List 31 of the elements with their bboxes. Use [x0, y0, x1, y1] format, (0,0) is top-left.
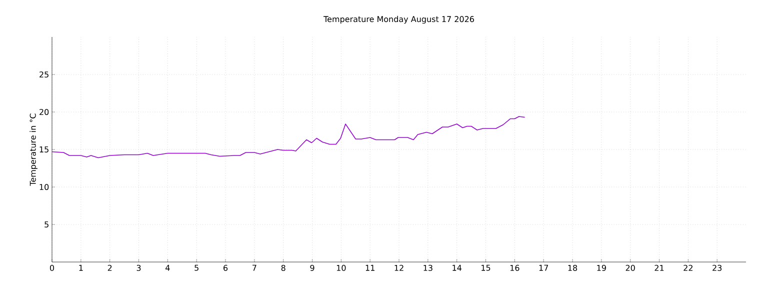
y-axis-title: Temperature in °C: [30, 114, 38, 186]
x-tick-label: 2: [108, 264, 112, 271]
x-tick-label: 12: [394, 264, 404, 271]
x-tick-label: 16: [510, 264, 520, 271]
chart-title: Temperature Monday August 17 2026: [323, 16, 474, 24]
x-tick-label: 11: [366, 264, 374, 271]
x-tick-label: 8: [281, 264, 286, 271]
y-tick-label: 20: [40, 108, 49, 116]
x-tick-label: 15: [482, 264, 490, 271]
x-tick-label: 5: [194, 264, 198, 271]
x-tick-label: 10: [336, 264, 346, 271]
x-tick-label: 1: [79, 264, 83, 271]
x-tick-label: 13: [424, 264, 432, 271]
x-tick-label: 14: [452, 264, 462, 271]
x-tick-label: 18: [568, 264, 578, 271]
x-tick-label: 21: [654, 264, 664, 271]
x-tick-label: 23: [712, 264, 722, 271]
x-tick-label: 3: [136, 264, 141, 271]
x-tick-label: 0: [50, 264, 54, 271]
x-tick-label: 6: [224, 264, 228, 271]
y-tick-label: 5: [44, 222, 48, 228]
x-tick-label: 20: [626, 264, 635, 271]
x-tick-label: 17: [539, 264, 548, 271]
y-tick-label: 15: [40, 146, 48, 152]
y-tick-label: 25: [40, 71, 48, 78]
x-tick-label: 19: [597, 264, 606, 271]
x-tick-label: 4: [166, 264, 170, 271]
x-tick-label: 9: [310, 264, 314, 271]
x-tick-label: 22: [684, 264, 692, 271]
x-tick-label: 7: [252, 264, 256, 271]
y-tick-label: 10: [40, 184, 49, 190]
